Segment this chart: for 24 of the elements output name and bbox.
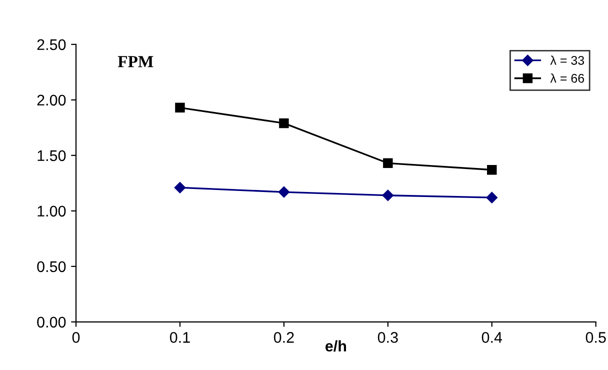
y-tick-label: 1.00 xyxy=(38,206,66,217)
point xyxy=(383,158,393,168)
point xyxy=(279,118,289,128)
y-tick-label: 1.50 xyxy=(38,150,66,162)
x-tick-label: 0.5 xyxy=(586,332,606,343)
x-tick-label: 0.3 xyxy=(378,332,398,343)
legend-label: λ = 33 xyxy=(550,56,584,65)
x-tick-label: 0 xyxy=(72,332,80,343)
y-tick-label: 0.00 xyxy=(37,316,66,328)
point xyxy=(486,192,498,204)
point xyxy=(174,182,186,194)
y-tick-label: 0.50 xyxy=(37,261,66,272)
legend-label: λ = 66 xyxy=(550,74,584,83)
y-tick-label: 2.50 xyxy=(37,39,66,50)
x-tick-label: 0.1 xyxy=(170,332,190,343)
point xyxy=(175,102,185,113)
text: FPM xyxy=(118,56,154,68)
x-axis-title: e/h xyxy=(325,340,346,352)
point xyxy=(487,164,497,175)
x-tick-label: 0.2 xyxy=(274,332,294,343)
point xyxy=(382,190,394,201)
x-tick-label: 0.4 xyxy=(482,332,502,343)
point xyxy=(278,186,290,198)
y-tick-label: 2.00 xyxy=(37,94,66,106)
